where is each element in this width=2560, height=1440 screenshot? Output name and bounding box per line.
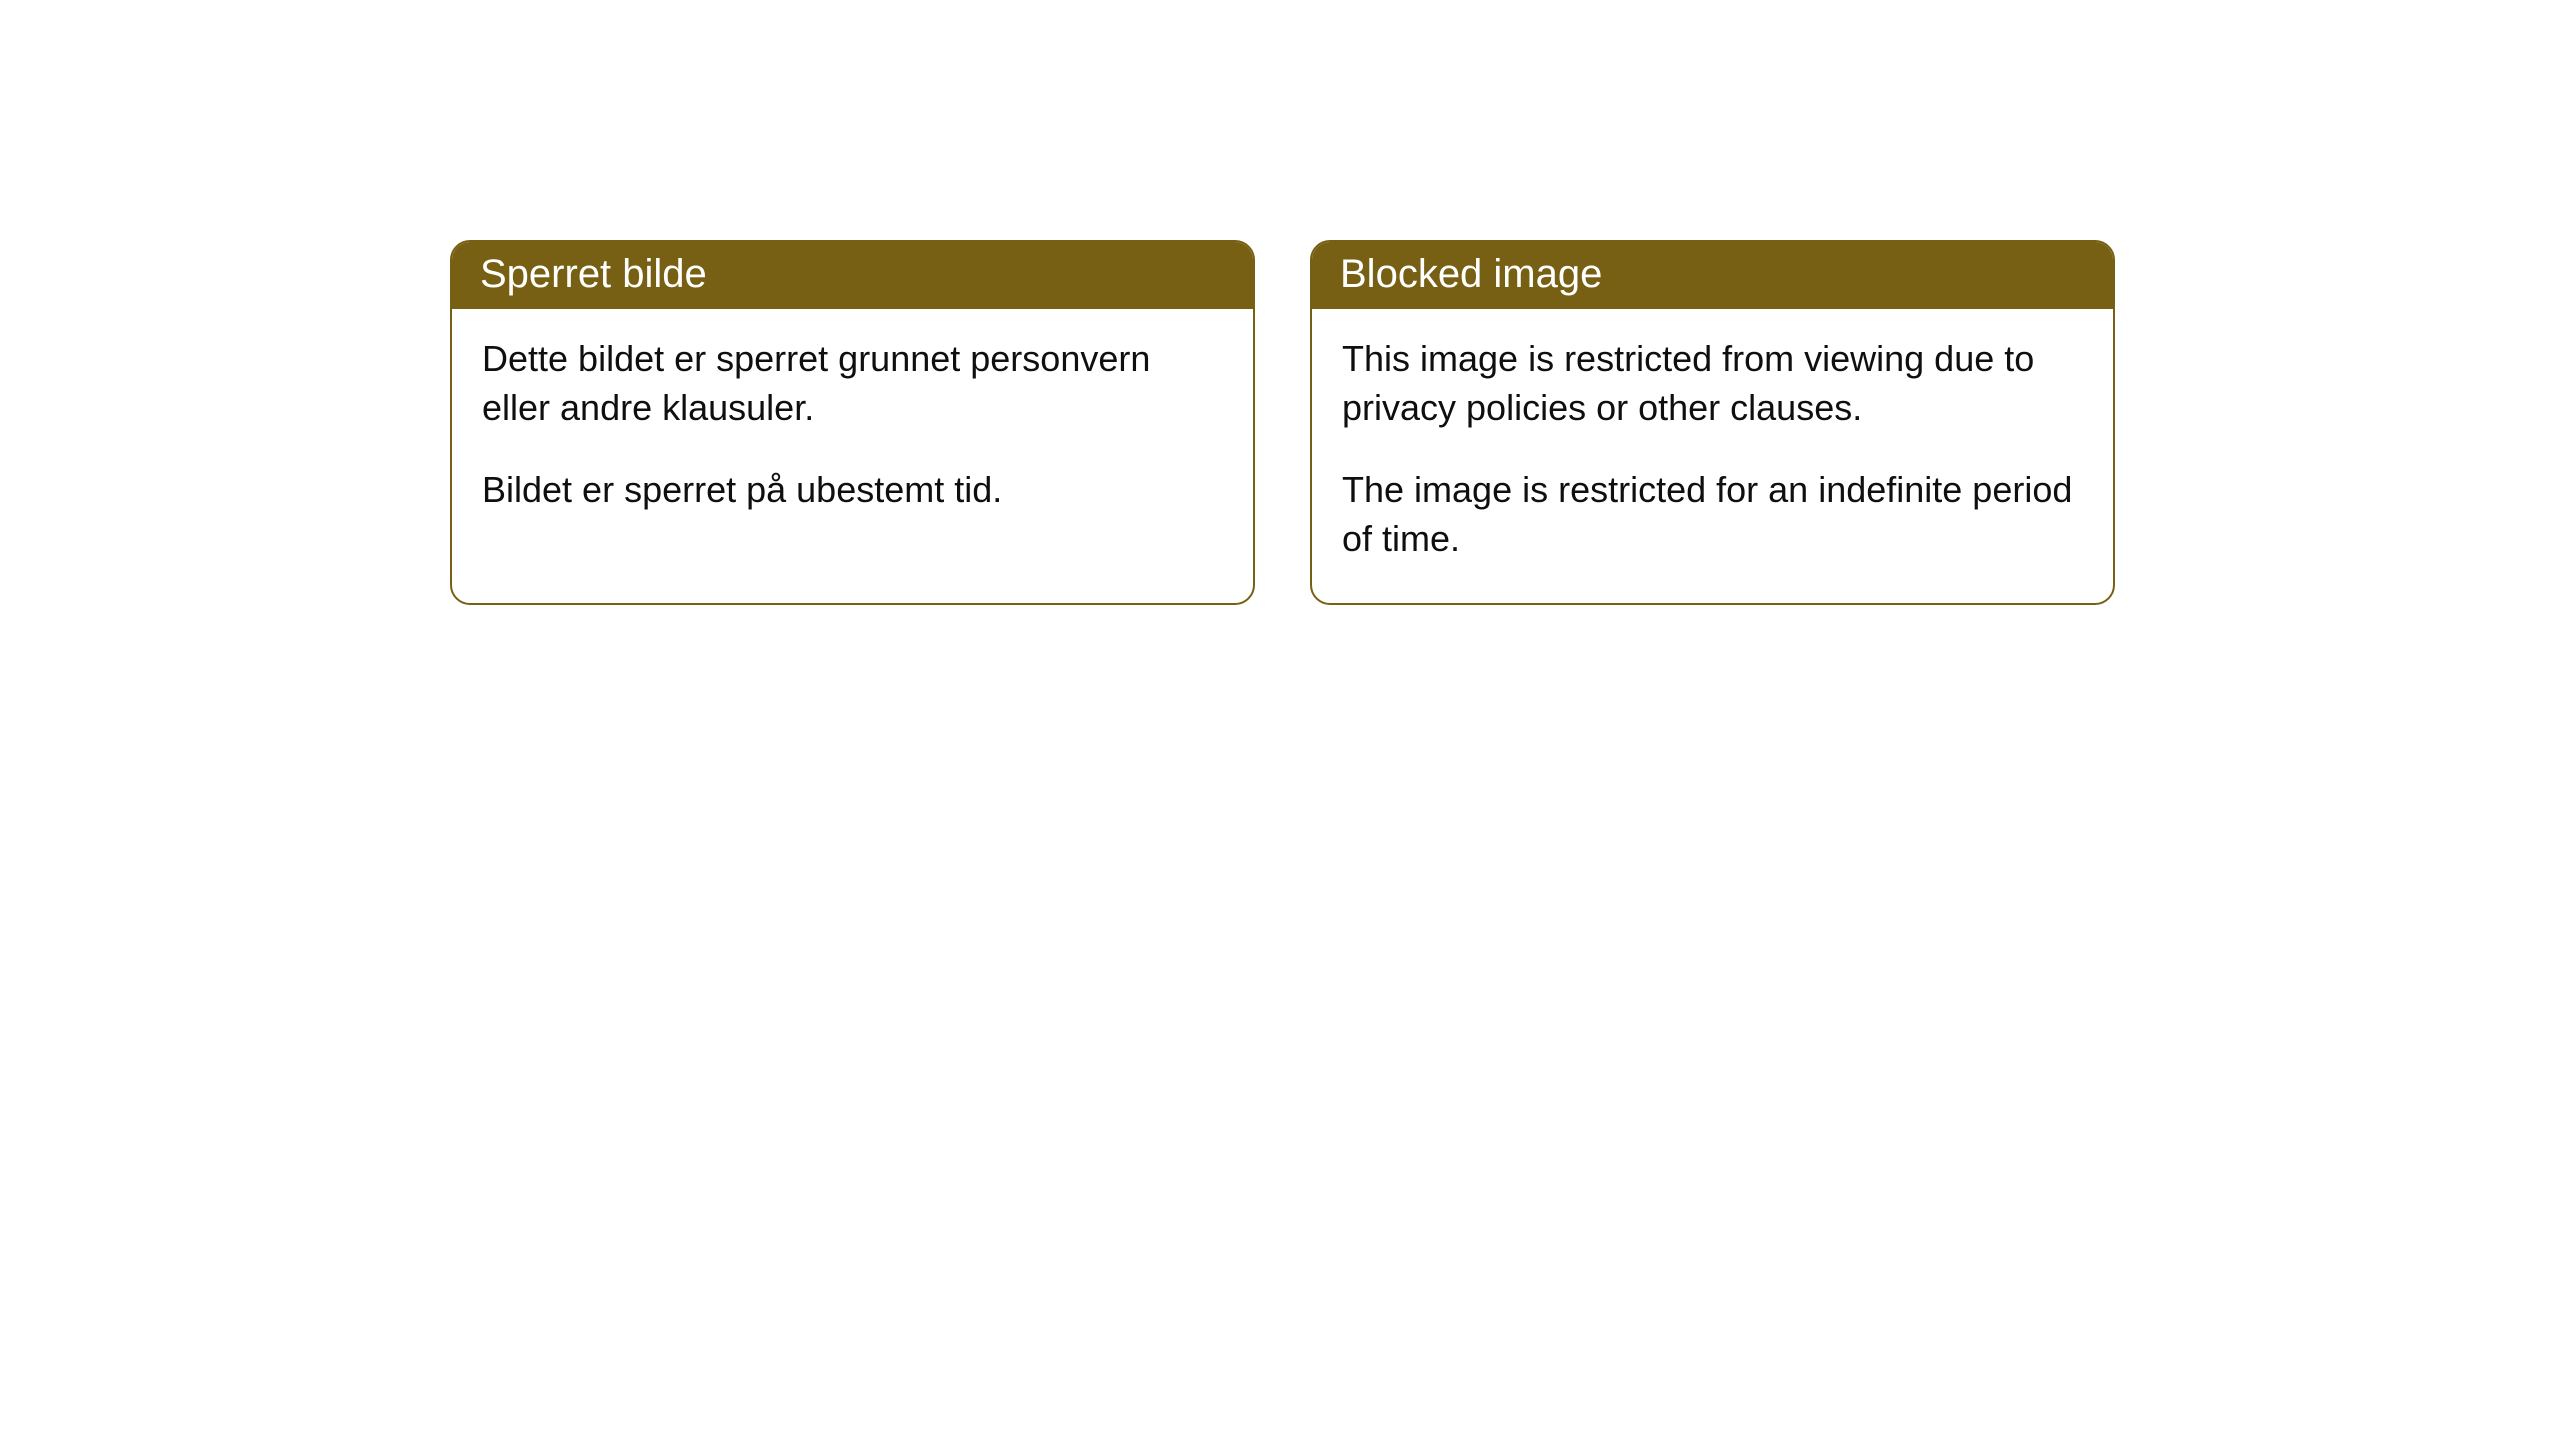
- card-paragraph: Bildet er sperret på ubestemt tid.: [482, 466, 1223, 515]
- card-paragraph: This image is restricted from viewing du…: [1342, 335, 2083, 432]
- notice-cards-container: Sperret bilde Dette bildet er sperret gr…: [450, 240, 2560, 605]
- notice-card-english: Blocked image This image is restricted f…: [1310, 240, 2115, 605]
- card-paragraph: Dette bildet er sperret grunnet personve…: [482, 335, 1223, 432]
- card-header: Sperret bilde: [452, 242, 1253, 309]
- card-title: Sperret bilde: [480, 252, 707, 296]
- card-body: This image is restricted from viewing du…: [1312, 309, 2113, 603]
- card-header: Blocked image: [1312, 242, 2113, 309]
- card-title: Blocked image: [1340, 252, 1602, 296]
- notice-card-norwegian: Sperret bilde Dette bildet er sperret gr…: [450, 240, 1255, 605]
- card-paragraph: The image is restricted for an indefinit…: [1342, 466, 2083, 563]
- card-body: Dette bildet er sperret grunnet personve…: [452, 309, 1253, 555]
